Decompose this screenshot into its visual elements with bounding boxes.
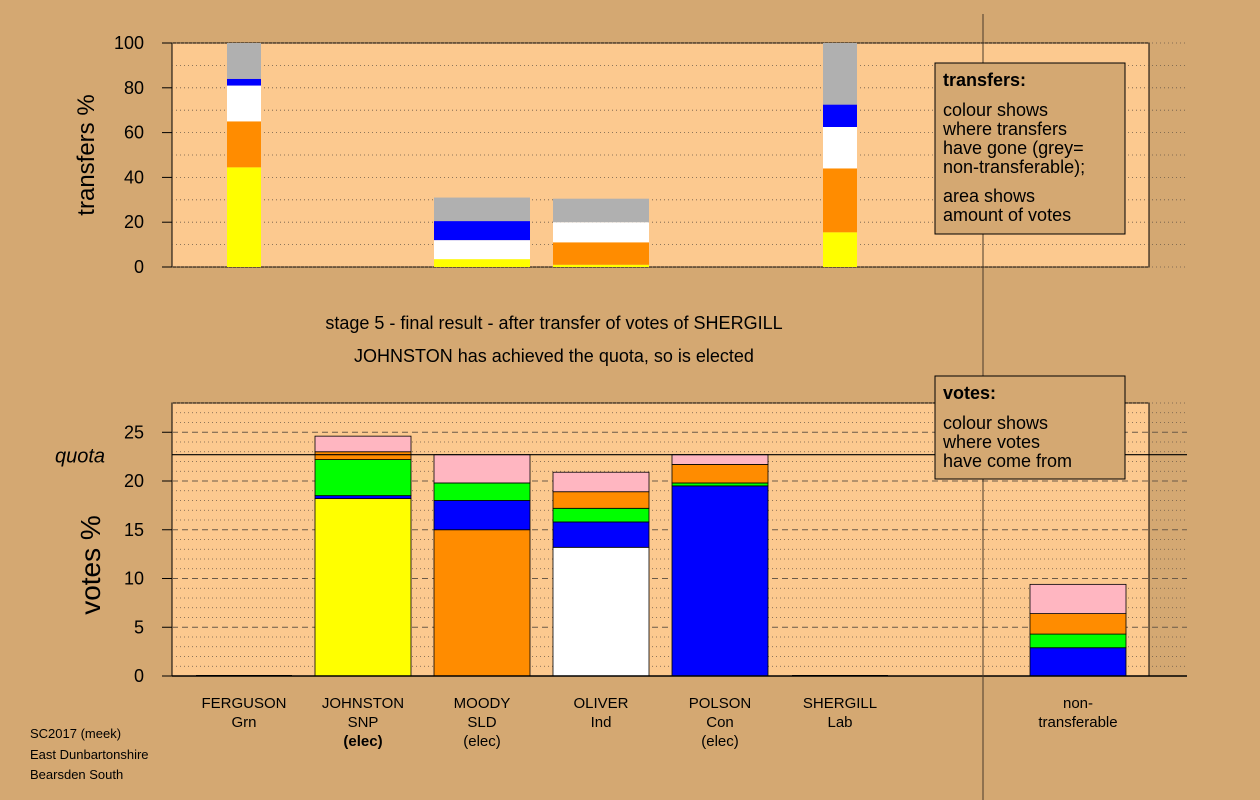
transfer-bar-segment <box>434 259 530 267</box>
footer-line: East Dunbartonshire <box>30 747 149 762</box>
vote-bar-segment <box>552 491 650 509</box>
stage-subtitle: JOHNSTON has achieved the quota, so is e… <box>354 346 754 366</box>
transfer-bar-segment <box>227 78 261 86</box>
transfers-bars <box>227 43 857 267</box>
votes-tick-label: 25 <box>124 422 144 442</box>
vote-bar-segment <box>1029 633 1127 649</box>
vote-bar-segment <box>1029 647 1127 677</box>
transfer-bar-segment <box>553 222 649 243</box>
stage-title: stage 5 - final result - after transfer … <box>325 313 782 333</box>
vote-bar-segment <box>433 500 531 531</box>
vote-bar-segment <box>671 485 769 677</box>
transfer-bar-segment <box>227 85 261 122</box>
transfer-bar-segment <box>227 43 261 79</box>
candidate-label-line: transferable <box>1038 714 1117 731</box>
votes-legend-line: have come from <box>943 451 1072 471</box>
transfer-bar-segment <box>823 104 857 127</box>
candidate-label-line: SHERGILL <box>803 695 877 712</box>
votes-tick-label: 15 <box>124 520 144 540</box>
candidate-label-line: Grn <box>231 714 256 731</box>
transfer-bar-segment <box>434 197 530 222</box>
transfer-bar-segment <box>823 232 857 267</box>
quota-label: quota <box>55 446 105 468</box>
candidate-label-line: POLSON <box>689 695 752 712</box>
candidate-label-line: JOHNSTON <box>322 695 404 712</box>
transfers-tick-label: 20 <box>124 212 144 232</box>
transfer-bar-segment <box>227 167 261 267</box>
vote-bar-segment <box>314 435 412 453</box>
votes-tick-label: 20 <box>124 471 144 491</box>
transfer-bar-segment <box>553 198 649 223</box>
vote-bar-segment <box>433 482 531 501</box>
votes-bars <box>196 435 1127 677</box>
votes-legend-title: votes: <box>943 383 996 403</box>
transfers-y-ticks: 0 20 40 60 80 100 <box>114 33 172 277</box>
transfers-tick-label: 40 <box>124 167 144 187</box>
vote-bar-segment <box>314 451 412 460</box>
votes-tick-label: 0 <box>134 666 144 686</box>
transfer-bar-segment <box>227 121 261 168</box>
vote-bar-segment <box>433 454 531 484</box>
transfers-tick-label: 0 <box>134 257 144 277</box>
candidate-label-line: (elec) <box>463 733 501 750</box>
transfers-tick-label: 80 <box>124 78 144 98</box>
transfers-legend-title: transfers: <box>943 70 1026 90</box>
vote-bar-segment <box>552 507 650 523</box>
transfers-legend: transfers: colour shows where transfers … <box>934 62 1126 235</box>
transfer-bar-segment <box>823 168 857 233</box>
votes-legend-line: where votes <box>942 432 1040 452</box>
votes-legend: votes: colour shows where votes have com… <box>934 375 1126 480</box>
vote-bar-segment <box>552 471 650 493</box>
vote-bar-segment <box>314 495 412 499</box>
transfers-legend-line: have gone (grey= <box>943 138 1084 158</box>
footer-line: SC2017 (meek) <box>30 726 121 741</box>
candidate-label-line: Lab <box>827 714 852 731</box>
transfers-legend-line: area shows <box>943 186 1035 206</box>
transfers-tick-label: 60 <box>124 123 144 143</box>
vote-bar-segment <box>552 521 650 548</box>
votes-y-ticks: 0 5 10 15 20 25 <box>124 422 172 686</box>
transfers-legend-box <box>934 62 1126 235</box>
transfer-bar-segment <box>823 127 857 169</box>
candidate-label-line: SLD <box>467 714 496 731</box>
candidate-label-line: SNP <box>348 714 379 731</box>
candidate-label-line: (elec) <box>343 733 382 750</box>
vote-bar-segment <box>1029 613 1127 635</box>
transfers-legend-line: non-transferable); <box>943 157 1085 177</box>
candidate-label-line: non- <box>1063 695 1093 712</box>
vote-bar-segment <box>552 546 650 677</box>
vote-bar-segment <box>1029 583 1127 614</box>
vote-bar-segment <box>433 529 531 677</box>
transfer-bar-segment <box>553 242 649 265</box>
transfers-y-axis-label: transfers % <box>73 94 100 215</box>
votes-legend-line: colour shows <box>943 413 1048 433</box>
candidate-label-line: FERGUSON <box>201 695 286 712</box>
transfers-tick-label: 100 <box>114 33 144 53</box>
transfers-legend-line: colour shows <box>943 100 1048 120</box>
votes-tick-label: 10 <box>124 569 144 589</box>
vote-bar-segment <box>671 464 769 484</box>
candidate-label-line: Ind <box>591 714 612 731</box>
transfer-bar-segment <box>434 221 530 241</box>
transfer-bar-segment <box>434 240 530 260</box>
transfer-bar-segment <box>553 264 649 267</box>
candidate-label-line: (elec) <box>701 733 739 750</box>
vote-bar-segment <box>314 498 412 677</box>
candidate-label-line: MOODY <box>454 695 511 712</box>
votes-y-axis-label: votes % <box>75 515 106 615</box>
votes-tick-label: 5 <box>134 617 144 637</box>
footer-line: Bearsden South <box>30 767 123 782</box>
vote-bar-segment <box>314 459 412 497</box>
candidate-label-line: Con <box>706 714 734 731</box>
transfer-bar-segment <box>823 43 857 105</box>
candidate-label-line: OLIVER <box>573 695 628 712</box>
vote-bar-segment <box>671 482 769 487</box>
votes-legend-box <box>934 375 1126 480</box>
transfers-legend-line: amount of votes <box>943 205 1071 225</box>
transfers-legend-line: where transfers <box>942 119 1067 139</box>
vote-bar-segment <box>671 454 769 465</box>
candidate-labels: FERGUSON Grn JOHNSTON SNP (elec) MOODY SLD (ele… <box>201 695 1117 750</box>
